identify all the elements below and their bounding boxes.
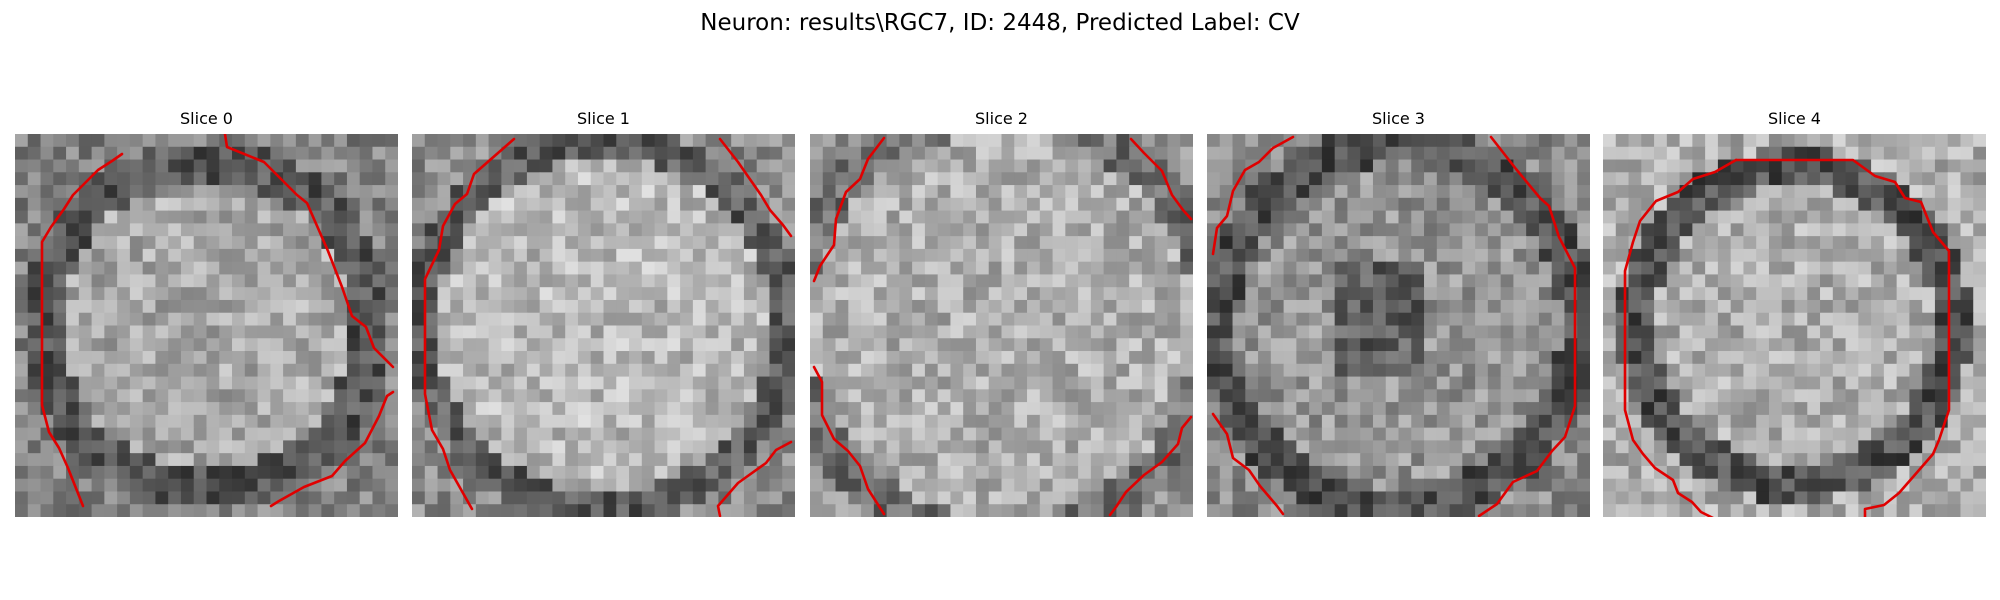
slice-pixels-3 xyxy=(1207,134,1590,517)
slice-title-4: Slice 4 xyxy=(1768,109,1821,128)
slice-image-4 xyxy=(1603,134,1986,517)
slice-pixels-0 xyxy=(15,134,398,517)
contour-1 xyxy=(423,137,793,517)
contour-0 xyxy=(40,134,395,508)
slice-title-1: Slice 1 xyxy=(577,109,630,128)
contour-3 xyxy=(1211,135,1577,517)
contour-2 xyxy=(812,136,1193,517)
slice-title-0: Slice 0 xyxy=(180,109,233,128)
slice-panel-3: Slice 3 xyxy=(1207,108,1590,518)
slice-panel-2: Slice 2 xyxy=(810,108,1193,518)
contour-4 xyxy=(1623,158,1951,517)
figure-title: Neuron: results\RGC7, ID: 2448, Predicte… xyxy=(700,10,1300,36)
slice-panel-1: Slice 1 xyxy=(412,108,795,518)
slice-panel-4: Slice 4 xyxy=(1603,108,1986,518)
slice-pixels-1 xyxy=(412,134,795,517)
slice-pixels-2 xyxy=(810,134,1193,517)
slice-image-1 xyxy=(412,134,795,517)
slice-image-2 xyxy=(810,134,1193,517)
slice-image-3 xyxy=(1207,134,1590,517)
slice-title-2: Slice 2 xyxy=(975,109,1028,128)
slice-panel-0: Slice 0 xyxy=(15,108,398,518)
slice-title-3: Slice 3 xyxy=(1372,109,1425,128)
slice-image-0 xyxy=(15,134,398,517)
